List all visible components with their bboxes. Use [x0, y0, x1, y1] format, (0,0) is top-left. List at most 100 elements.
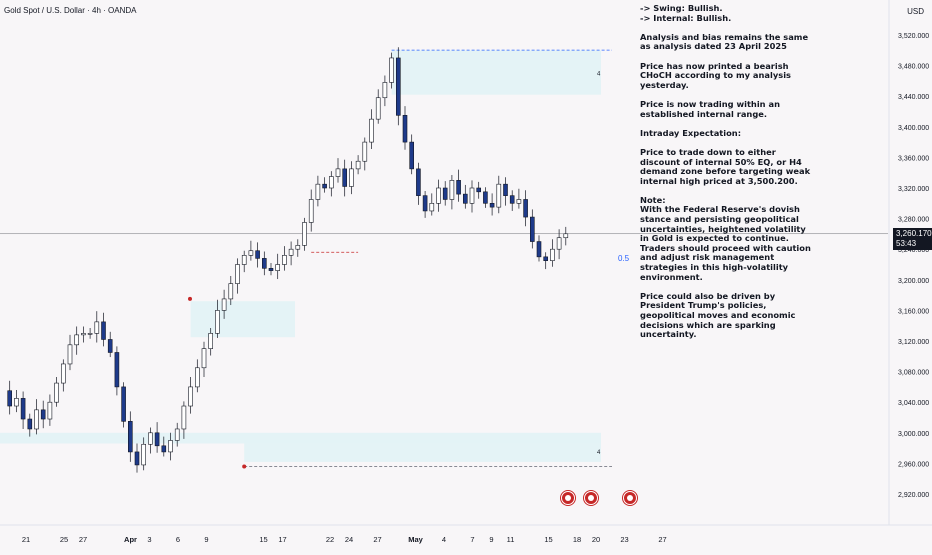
candle-body	[302, 222, 307, 246]
price-tick-label: 3,240.000	[898, 247, 929, 254]
date-tick-label: 3	[147, 535, 151, 544]
candle-body	[188, 386, 193, 407]
candle-body	[382, 82, 388, 99]
candle-body	[349, 168, 354, 187]
candle-body	[40, 409, 46, 420]
candle-body	[409, 141, 415, 170]
date-tick-label: 18	[573, 535, 581, 544]
price-tick-label: 3,080.000	[898, 370, 929, 377]
candle-body	[161, 445, 167, 453]
analysis-paragraph: Price to trade down to either discount o…	[640, 146, 811, 186]
candle-body	[141, 443, 146, 466]
date-tick-label: 27	[79, 535, 87, 544]
date-tick-label: 22	[326, 535, 334, 544]
analysis-text-block: -> Swing: Bullish. -> Internal: Bullish.…	[640, 3, 815, 340]
candle-body	[27, 418, 33, 430]
candle-body	[181, 405, 187, 430]
candle-body	[543, 256, 549, 261]
price-tick-label: 3,360.000	[898, 155, 929, 162]
candle-body	[322, 183, 327, 189]
candle-body	[462, 193, 468, 204]
zone-label: 4	[597, 450, 601, 456]
candle-body	[429, 203, 435, 212]
candle-body	[476, 187, 482, 193]
candle-body	[268, 268, 274, 271]
analysis-paragraph: Analysis and bias remains the same as an…	[640, 31, 809, 52]
candle-body	[14, 398, 19, 407]
date-tick-label: 6	[176, 535, 180, 544]
candle-body	[369, 118, 374, 143]
date-tick-label: 17	[278, 535, 286, 544]
candle-body	[228, 283, 234, 300]
price-tick-label: 2,960.000	[898, 461, 929, 468]
date-tick-label: 15	[544, 535, 552, 544]
date-tick-label: Apr	[124, 535, 137, 544]
economic-event-flag-icon[interactable]	[623, 491, 637, 505]
date-tick-label: 23	[620, 535, 628, 544]
candle-body	[328, 176, 334, 189]
candle-body	[114, 352, 120, 388]
candle-body	[47, 401, 53, 420]
candle-body	[556, 237, 562, 250]
candle-body	[449, 180, 455, 200]
economic-event-flag-icon[interactable]	[561, 491, 575, 505]
candle-body	[509, 195, 515, 204]
candle-body	[121, 386, 126, 422]
last-price-value: 3,260.170	[896, 229, 932, 238]
candle-body	[20, 398, 26, 420]
date-tick-label: 15	[259, 535, 267, 544]
candle-body	[275, 264, 281, 271]
price-tick-label: 3,000.000	[898, 431, 929, 438]
supply-zone	[391, 50, 601, 95]
candle-body	[107, 339, 113, 353]
symbol-title[interactable]: Gold Spot / U.S. Dollar · 4h · OANDA	[4, 6, 137, 15]
candle-body	[81, 333, 86, 336]
candle-body	[54, 382, 59, 403]
candle-body	[168, 440, 173, 453]
date-tick-label: 9	[489, 535, 493, 544]
candle-body	[442, 187, 448, 200]
candle-body	[215, 310, 220, 334]
candle-body	[235, 264, 240, 284]
date-tick-label: 27	[373, 535, 381, 544]
candle-body	[362, 141, 368, 162]
candle-body	[174, 428, 180, 441]
candle-body	[101, 321, 106, 340]
candle-body	[154, 432, 160, 447]
price-tick-label: 3,200.000	[898, 278, 929, 285]
price-tick-label: 3,040.000	[898, 400, 929, 407]
eq-level-label: 0.5	[618, 254, 630, 263]
candle-body	[248, 250, 254, 256]
candle-body	[128, 421, 133, 453]
candle-body	[436, 187, 441, 204]
candle-body	[282, 255, 287, 265]
date-tick-label: 27	[658, 535, 666, 544]
analysis-paragraph: Price could also be driven by President …	[640, 290, 796, 340]
candle-body	[550, 248, 555, 261]
swing-low-marker	[242, 464, 247, 469]
candle-body	[456, 180, 461, 195]
bar-countdown: 53:43	[896, 239, 917, 248]
candle-body	[261, 258, 267, 269]
date-tick-label: 9	[204, 535, 208, 544]
price-tick-label: 3,400.000	[898, 125, 929, 132]
date-tick-label: 20	[592, 535, 600, 544]
price-tick-label: 3,120.000	[898, 339, 929, 346]
date-tick-label: 7	[470, 535, 474, 544]
candle-body	[563, 233, 569, 239]
candle-body	[523, 199, 528, 218]
price-tick-label: 3,320.000	[898, 186, 929, 193]
candle-body	[416, 168, 421, 196]
demand-zone	[0, 432, 601, 444]
candle-body	[87, 333, 93, 335]
swing-high-marker	[188, 296, 192, 301]
date-tick-label: 11	[507, 535, 515, 544]
price-tick-label: 3,440.000	[898, 94, 929, 101]
economic-event-flag-icon[interactable]	[584, 491, 598, 505]
date-tick-label: 21	[22, 535, 30, 544]
candle-body	[208, 333, 213, 349]
analysis-paragraph: Price has now printed a bearish CHoCH ac…	[640, 60, 791, 90]
currency-label[interactable]: USD	[907, 7, 924, 16]
